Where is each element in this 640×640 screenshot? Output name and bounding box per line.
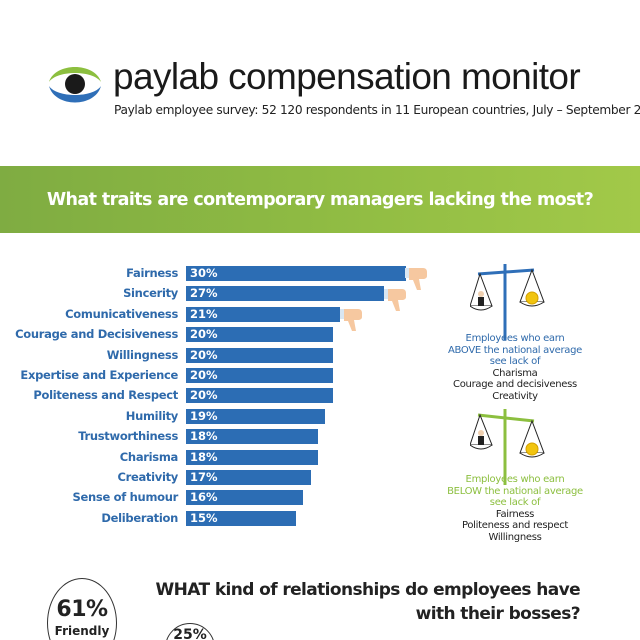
bar-value-label: 18% [190, 429, 218, 444]
bar [186, 327, 333, 343]
chart-row: Deliberation 15% [0, 510, 440, 527]
bar [186, 388, 333, 404]
chart-row: Courage and Decisiveness 20% [0, 326, 440, 343]
bar-value-label: 18% [190, 449, 218, 464]
bar [186, 449, 318, 465]
chart-row: Charisma 18% [0, 449, 440, 466]
panel-lead-text: Employees who earn [465, 474, 565, 485]
eye-logo-icon [49, 67, 101, 103]
category-label: Expertise and Experience [20, 368, 178, 382]
bar [186, 510, 296, 526]
category-label: Fairness [126, 266, 178, 280]
panel-trait: Courage and decisiveness [453, 379, 577, 390]
bar [186, 266, 406, 281]
panel-trait: Fairness [495, 508, 535, 520]
category-label: Willingness [106, 347, 179, 362]
panel-lead-text: see lack of [489, 497, 541, 508]
brand-title: paylab compensation monitor [113, 56, 581, 97]
bar-value-label: 17% [190, 470, 218, 484]
section-banner: What traits are contemporary managers la… [0, 166, 640, 233]
chart-row: Comunicativeness 21% [0, 306, 440, 323]
panel-trait: Willingness [488, 531, 542, 543]
thumbs-down-icon [405, 268, 427, 290]
chart-row: Creativity 17% [0, 469, 440, 486]
bar [186, 368, 333, 383]
below-average-panel: Employees who earn BELOW the national av… [440, 474, 590, 543]
category-label: Charisma [119, 449, 179, 464]
banner-title: What traits are contemporary managers la… [46, 189, 594, 210]
title-line: WHAT kind of relationships do employees … [155, 580, 581, 600]
bar-value-label: 27% [190, 286, 218, 301]
bar-value-label: 20% [190, 327, 218, 342]
category-label: Courage and Decisiveness [15, 327, 178, 342]
bar [186, 490, 304, 506]
panel-trait: Charisma [492, 367, 538, 379]
bar-value-label: 20% [190, 368, 218, 382]
bar [186, 470, 311, 485]
bar-value-label: 16% [190, 490, 218, 505]
bar-value-label: 20% [190, 347, 218, 362]
panel-trait: Politeness and respect [461, 520, 569, 531]
scale-balance-icon [470, 409, 545, 485]
panel-trait: Creativity [492, 390, 538, 402]
relationships-title: WHAT kind of relationships do employees … [156, 578, 581, 626]
friendly-stat-circle: 61% Friendly [47, 578, 117, 640]
stat-label: Friendly [54, 624, 110, 638]
category-label: Politeness and Respect [33, 388, 178, 403]
bar [186, 408, 326, 424]
bar [186, 306, 340, 322]
chart-row: Trustworthiness 18% [0, 428, 440, 445]
category-label: Sincerity [123, 286, 178, 301]
stat-value: 25% [173, 627, 207, 640]
chart-row: Sincerity 27% [0, 285, 440, 302]
scale-balance-icon [470, 264, 545, 340]
panel-lead-text: ABOVE the national average [448, 344, 582, 356]
chart-row: Politeness and Respect 20% [0, 387, 440, 404]
chart-row: Fairness 30% [0, 265, 440, 282]
panel-lead-text: BELOW the national average [447, 485, 583, 497]
bar [186, 429, 318, 445]
chart-row: Willingness 20% [0, 347, 440, 364]
stat-value: 61% [56, 597, 108, 622]
panel-lead-text: see lack of [489, 356, 541, 367]
bar [186, 286, 384, 302]
chart-row: Humility 19% [0, 408, 440, 425]
bar-value-label: 19% [190, 408, 218, 423]
survey-subtitle: Paylab employee survey: 52 120 responden… [114, 103, 640, 117]
bar-value-label: 20% [190, 388, 218, 403]
bar-value-label: 30% [190, 266, 218, 280]
bar-value-label: 21% [190, 306, 218, 321]
title-line: with their bosses? [415, 604, 581, 624]
above-average-panel: Employees who earn ABOVE the national av… [440, 333, 590, 402]
chart-row: Sense of humour 16% [0, 489, 440, 506]
category-label: Humility [125, 408, 179, 423]
thumbs-down-icon [340, 309, 362, 331]
panel-lead-text: Employees who earn [465, 333, 565, 344]
category-label: Comunicativeness [65, 306, 178, 321]
bar [186, 347, 333, 363]
chart-row: Expertise and Experience 20% [0, 367, 440, 384]
thumbs-down-icon [384, 289, 406, 311]
category-label: Trustworthiness [78, 429, 178, 444]
bar-value-label: 15% [190, 510, 218, 525]
category-label: Sense of humour [72, 490, 179, 505]
category-label: Deliberation [101, 510, 178, 525]
category-label: Creativity [117, 470, 178, 484]
